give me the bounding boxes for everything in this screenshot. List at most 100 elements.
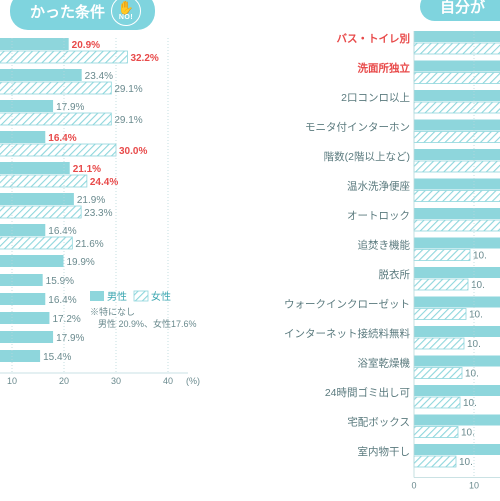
bar-female: [414, 220, 500, 231]
bar-male: [0, 274, 43, 286]
axis-tick: 30: [111, 376, 121, 386]
category-label: バス・トイレ別: [337, 32, 411, 45]
bar-male: [0, 162, 70, 174]
value-female: 10.: [461, 428, 475, 439]
right-header: 自分が: [420, 0, 500, 21]
bar-male: [0, 38, 69, 50]
bar-male: [414, 297, 500, 308]
category-label: 温水洗浄便座: [347, 180, 410, 193]
category-label: オートロック: [347, 210, 410, 222]
note-line: 男性 20.9%、女性17.6%: [98, 318, 197, 329]
value-female: 30.0%: [119, 146, 147, 157]
bar-male: [414, 179, 500, 190]
value-male: 16.4%: [48, 226, 76, 237]
axis-tick: 0: [411, 481, 416, 491]
value-male: 21.9%: [77, 195, 105, 206]
no-icon: ✋ NO!: [111, 0, 141, 26]
value-male: 15.9%: [46, 276, 74, 287]
bar-male: [0, 293, 45, 305]
value-female: 24.4%: [90, 177, 118, 188]
value-male: 15.4%: [43, 352, 71, 363]
category-label: モニタ付インターホン: [305, 121, 410, 134]
left-header: かった条件 ✋ NO!: [10, 0, 155, 30]
category-label: 24時間ゴミ出し可: [325, 386, 410, 399]
legend-female: 女性: [151, 290, 171, 303]
bar-male: [414, 444, 500, 455]
bar-female: [414, 397, 460, 408]
bar-male: [414, 120, 500, 131]
bar-male: [414, 61, 500, 72]
bar-male: [0, 100, 53, 112]
left-title: かった条件: [30, 1, 105, 22]
bar-male: [0, 255, 63, 267]
right-chart: 自分が バス・トイレ別洗面所独立 2口コンロ以上モニタ付インターホン階数(2階以上…: [280, 0, 500, 501]
bar-male: [0, 312, 49, 324]
bar-male: [414, 385, 500, 396]
bar-male: [414, 31, 500, 42]
bar-female: [414, 456, 456, 467]
right-title: 自分が: [440, 0, 485, 17]
value-female: 10.: [469, 310, 483, 321]
axis-tick: 20: [59, 376, 69, 386]
bar-male: [0, 350, 40, 362]
bar-female: [0, 82, 111, 94]
value-female: 21.6%: [75, 239, 103, 250]
bar-female: [0, 113, 111, 125]
bar-female: [0, 237, 72, 249]
left-bars-svg: 20.9%32.2%23.4%29.1%17.9%29.1%16.4%30.0%…: [0, 30, 220, 490]
bar-male: [414, 90, 500, 101]
bar-female: [414, 250, 470, 261]
value-male: 17.9%: [56, 102, 84, 113]
value-male: 16.4%: [48, 295, 76, 306]
bar-male: [0, 331, 53, 343]
value-female: 29.1%: [114, 84, 142, 95]
category-label: ウォークインクローゼット: [284, 299, 410, 311]
value-female: 29.1%: [114, 115, 142, 126]
bar-male: [414, 356, 500, 367]
bar-male: [414, 326, 500, 337]
bar-female: [0, 144, 116, 156]
right-bars-svg: バス・トイレ別洗面所独立 2口コンロ以上モニタ付インターホン階数(2階以上など) 温…: [280, 21, 500, 501]
no-icon-label: NO!: [119, 14, 133, 21]
bar-male: [0, 193, 74, 205]
bar-female: [414, 368, 462, 379]
axis-tick: 40: [163, 376, 173, 386]
category-label: 階数(2階以上など): [324, 150, 410, 163]
value-male: 20.9%: [72, 40, 100, 51]
bar-male: [414, 208, 500, 219]
bar-female: [0, 175, 87, 187]
bar-male: [0, 224, 45, 236]
category-label: 洗面所独立: [358, 62, 411, 75]
bar-male: [414, 238, 500, 249]
bar-female: [414, 309, 466, 320]
category-label: インターネット接続料無料: [284, 327, 410, 340]
category-label: 追焚き機能: [358, 239, 411, 252]
bar-female: [414, 191, 500, 202]
left-chart: かった条件 ✋ NO! 20.9%32.2%23.4%29.1%17.9%29.…: [0, 0, 220, 490]
value-male: 17.9%: [56, 333, 84, 344]
value-male: 16.4%: [48, 133, 76, 144]
bar-female: [414, 132, 500, 143]
bar-female: [414, 73, 500, 84]
category-label: 宅配ボックス: [347, 416, 410, 429]
value-female: 10.: [465, 369, 479, 380]
bar-male: [414, 149, 500, 160]
bar-male: [0, 131, 45, 143]
value-female: 10.: [463, 398, 477, 409]
value-female: 32.2%: [130, 53, 158, 64]
bar-female: [414, 279, 468, 290]
value-male: 17.2%: [52, 314, 80, 325]
category-label: 2口コンロ以上: [341, 92, 410, 104]
value-female: 23.3%: [84, 208, 112, 219]
value-female: 10.: [473, 251, 487, 262]
bar-male: [414, 415, 500, 426]
bar-female: [414, 102, 500, 113]
category-label: 脱衣所: [379, 268, 411, 281]
legend-male: 男性: [107, 290, 127, 303]
value-female: 10.: [471, 280, 485, 291]
axis-tick: 10: [469, 481, 479, 491]
note-line: ※特になし: [90, 306, 135, 317]
bar-male: [414, 267, 500, 278]
bar-female: [414, 427, 458, 438]
value-female: 10.: [459, 457, 473, 468]
